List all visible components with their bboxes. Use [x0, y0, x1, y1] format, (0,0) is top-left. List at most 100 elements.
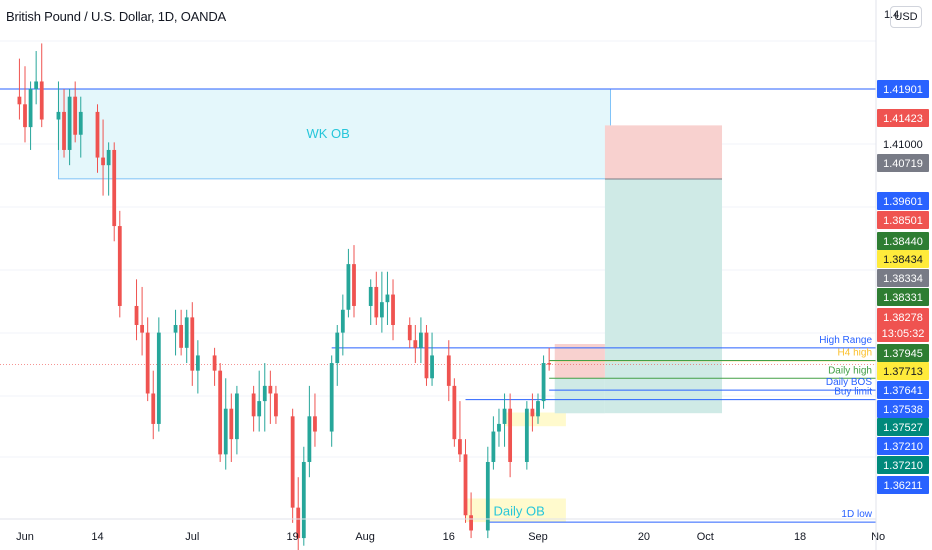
price-tag-bg	[877, 381, 929, 399]
price-tag-label: 1.38440	[883, 236, 923, 248]
level-label: H4 high	[838, 348, 872, 359]
x-tick-label: Oct	[697, 531, 714, 543]
minor-zone-2	[504, 412, 566, 427]
daily-ob-label: Daily OB	[494, 503, 545, 518]
price-tag-label: 1.38331	[883, 292, 923, 304]
price-tag-bg	[877, 362, 929, 380]
candle-body	[274, 393, 278, 417]
price-tag-bg	[877, 456, 929, 474]
x-tick-label: Sep	[528, 531, 548, 543]
candle-body	[234, 393, 239, 440]
candle-body	[452, 385, 457, 440]
level-label: Daily BOS	[826, 377, 872, 388]
price-tag-bg	[877, 80, 929, 98]
price-tag-bg	[877, 288, 929, 306]
price-tag-label: 1.41423	[883, 113, 923, 125]
candle-body	[536, 401, 540, 417]
candle-body	[140, 324, 144, 333]
candle-body	[145, 332, 150, 394]
price-tag-label: 1.38334	[883, 273, 923, 285]
candle-body	[179, 324, 184, 348]
candle-body	[296, 507, 301, 539]
candle-body	[301, 461, 306, 539]
price-tag-bg	[877, 437, 929, 455]
price-tag-label: 1.37945	[883, 348, 923, 360]
candle-body	[39, 81, 44, 120]
target-zone	[604, 178, 723, 414]
candle-body	[385, 294, 390, 303]
price-tag-label: 1.37210	[883, 460, 923, 472]
y-axis[interactable]: 1.4 1.41901 1.41423 1.41000 1.40719 1.39601 1.…	[875, 0, 929, 550]
candle-body	[117, 226, 122, 306]
candle-body	[184, 317, 189, 348]
price-tag-bg	[877, 154, 929, 172]
price-tag-bg	[877, 344, 929, 362]
level-label: High Range	[819, 335, 872, 346]
currency-button[interactable]: USD	[890, 6, 922, 28]
price-tag-label: 1.37713	[883, 366, 923, 378]
candle-body	[95, 111, 100, 158]
candle-body	[251, 393, 256, 417]
candle-body	[156, 332, 161, 424]
candle-body	[17, 96, 22, 105]
candle-body	[101, 157, 105, 166]
level-label: Daily high	[828, 365, 872, 376]
candle-body	[541, 363, 546, 402]
candle-body	[67, 96, 72, 150]
candle-body	[458, 439, 462, 455]
candle-body	[134, 305, 139, 325]
candle-body	[374, 286, 379, 318]
candle-body	[78, 111, 83, 135]
candle-body	[313, 416, 317, 432]
price-tag-label: 1.36211	[884, 480, 923, 492]
y-tick-label: 1.4	[884, 9, 899, 21]
price-tag-label: 1.37210	[883, 441, 923, 453]
candle-body	[419, 332, 423, 348]
price-tag-label: 1.40719	[883, 158, 923, 170]
candle-body	[290, 416, 295, 508]
x-axis[interactable]: Jun 14 Jul 19 Aug 16 Sep 20 Oct 18 No	[0, 518, 885, 543]
candle-body	[547, 363, 552, 365]
price-tag-label: 1.38434	[883, 254, 923, 266]
candle-body	[195, 355, 200, 371]
candle-body	[346, 264, 351, 310]
candle-body	[430, 355, 434, 379]
daily-ob-zone	[465, 498, 566, 523]
candle-body	[151, 393, 156, 424]
x-tick-label: 14	[91, 531, 103, 543]
price-tag-bg	[877, 418, 929, 436]
price-tag-bg	[877, 232, 929, 250]
candle-body	[173, 324, 178, 333]
price-tag-bg	[877, 269, 929, 287]
candle-body	[469, 515, 473, 531]
candle-body	[223, 408, 228, 455]
price-tag-label: 1.41901	[883, 84, 923, 96]
price-tag-bg	[877, 324, 929, 342]
candles-layer	[17, 43, 552, 550]
price-tag-label: 1.39601	[883, 196, 923, 208]
x-tick-label: 20	[638, 531, 650, 543]
candle-body	[112, 149, 117, 227]
candle-body	[446, 355, 451, 386]
candle-body	[485, 461, 490, 531]
x-tick-label: 19	[287, 531, 299, 543]
price-tag-label: 13:05:32	[882, 328, 925, 340]
y-tick-label: 1.41000	[883, 139, 923, 151]
candle-body	[368, 286, 373, 306]
candle-body	[218, 370, 223, 455]
candle-body	[56, 111, 61, 120]
candle-body	[379, 302, 384, 318]
price-tag-label: 1.38278	[883, 312, 923, 324]
price-tag-bg	[877, 109, 929, 127]
candle-body	[23, 104, 27, 128]
candle-body	[424, 332, 429, 379]
candle-body	[307, 416, 312, 462]
target-zone-near	[554, 378, 605, 414]
candle-body	[497, 423, 501, 432]
candle-body	[340, 309, 345, 333]
x-tick-label: Jul	[185, 531, 199, 543]
candle-body	[34, 81, 39, 90]
zones-layer: WK OB Daily OB	[58, 88, 723, 523]
x-tick-label: 16	[443, 531, 455, 543]
